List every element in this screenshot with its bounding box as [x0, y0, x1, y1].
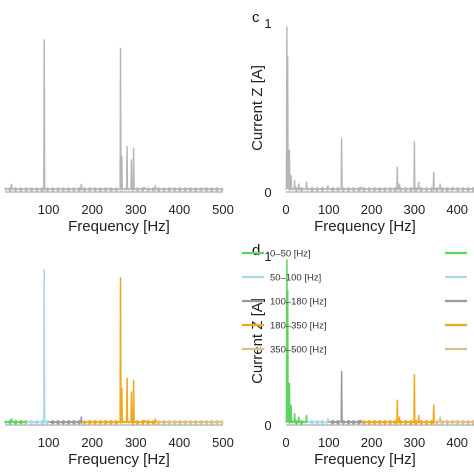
band-legend: 0–50 [Hz] 50–100 [Hz] 100–180 [Hz] 180–350 …	[242, 249, 467, 356]
x-tick-label: 100	[318, 435, 340, 450]
x-tick-labels: 100 200 300 400 500	[38, 202, 234, 217]
x-tick-label: 400	[446, 435, 468, 450]
x-tick-label: 500	[212, 435, 234, 450]
spectrum-series	[4, 39, 224, 193]
legend-bottom-right	[445, 251, 467, 351]
x-tick-label: 100	[38, 202, 60, 217]
band-line-3	[82, 277, 159, 426]
spectrum-series	[4, 268, 224, 426]
x-tick-label: 400	[169, 202, 191, 217]
band-line-4	[435, 416, 474, 426]
legend-item: 0–50 [Hz]	[242, 249, 311, 260]
x-axis-label: Frequency [Hz]	[68, 451, 170, 468]
band-line-4	[156, 419, 224, 426]
x-axis-label: Frequency [Hz]	[314, 218, 416, 235]
band-line-2	[47, 416, 85, 426]
y-tick-labels: 01	[264, 16, 271, 200]
panel-label: d	[252, 242, 260, 259]
x-tick-label: 100	[318, 202, 340, 217]
panel-top-left: 100 200 300 400 500 Frequency [Hz]	[4, 39, 234, 235]
spectrum-series	[285, 259, 474, 426]
x-tick-label: 0	[282, 435, 289, 450]
band-line-0	[285, 259, 309, 426]
y-tick-label: 0	[264, 418, 271, 433]
legend-label: 180–350 [Hz]	[270, 321, 327, 332]
panel-bottom-left: 100 200 300 400 500 Frequency [Hz]	[4, 268, 234, 468]
x-tick-label: 200	[81, 202, 103, 217]
band-line-1	[26, 268, 50, 426]
x-tick-label: 200	[361, 435, 383, 450]
x-tick-label: 200	[361, 202, 383, 217]
x-tick-label: 0	[282, 202, 289, 217]
legend-item: 350–500 [Hz]	[242, 345, 327, 356]
band-line-1	[306, 418, 330, 426]
legend-item: 50–100 [Hz]	[242, 273, 321, 284]
x-tick-label: 400	[446, 202, 468, 217]
x-tick-label: 300	[404, 435, 426, 450]
y-tick-label: 1	[264, 16, 271, 31]
x-axis-label: Frequency [Hz]	[314, 451, 416, 468]
x-tick-label: 300	[125, 435, 147, 450]
x-tick-labels: 100 200 300 400 500	[38, 435, 234, 450]
y-tick-label: 1	[264, 249, 271, 264]
y-axis-label: Current Z [A]	[249, 298, 266, 384]
y-tick-label: 0	[264, 185, 271, 200]
x-tick-label: 200	[81, 435, 103, 450]
legend-label: 0–50 [Hz]	[270, 249, 311, 260]
x-axis-label: Frequency [Hz]	[68, 218, 170, 235]
y-tick-labels: 01	[264, 249, 271, 433]
legend-label: 350–500 [Hz]	[270, 345, 327, 356]
spectrum-series	[285, 26, 474, 193]
legend-label: 50–100 [Hz]	[270, 273, 321, 284]
y-axis-label: Current Z [A]	[249, 65, 266, 151]
legend-bottom-left: 0–50 [Hz] 50–100 [Hz] 100–180 [Hz] 180–350 …	[242, 249, 327, 356]
legend-item: 180–350 [Hz]	[242, 321, 327, 332]
band-line-2	[328, 370, 364, 426]
legend-item: 100–180 [Hz]	[242, 297, 327, 308]
x-tick-label: 300	[125, 202, 147, 217]
spectrum-line	[4, 39, 224, 193]
band-line-0	[4, 418, 28, 426]
x-tick-labels: 0 100 200 300 400	[282, 202, 468, 217]
x-tick-label: 100	[38, 435, 60, 450]
x-tick-labels: 0 100 200 300 400	[282, 435, 468, 450]
band-line-3	[362, 374, 437, 426]
legend-label: 100–180 [Hz]	[270, 297, 327, 308]
x-tick-label: 500	[212, 202, 234, 217]
x-tick-label: 400	[169, 435, 191, 450]
spectrum-line	[285, 26, 474, 193]
x-tick-label: 300	[404, 202, 426, 217]
panel-label: c	[252, 9, 260, 26]
